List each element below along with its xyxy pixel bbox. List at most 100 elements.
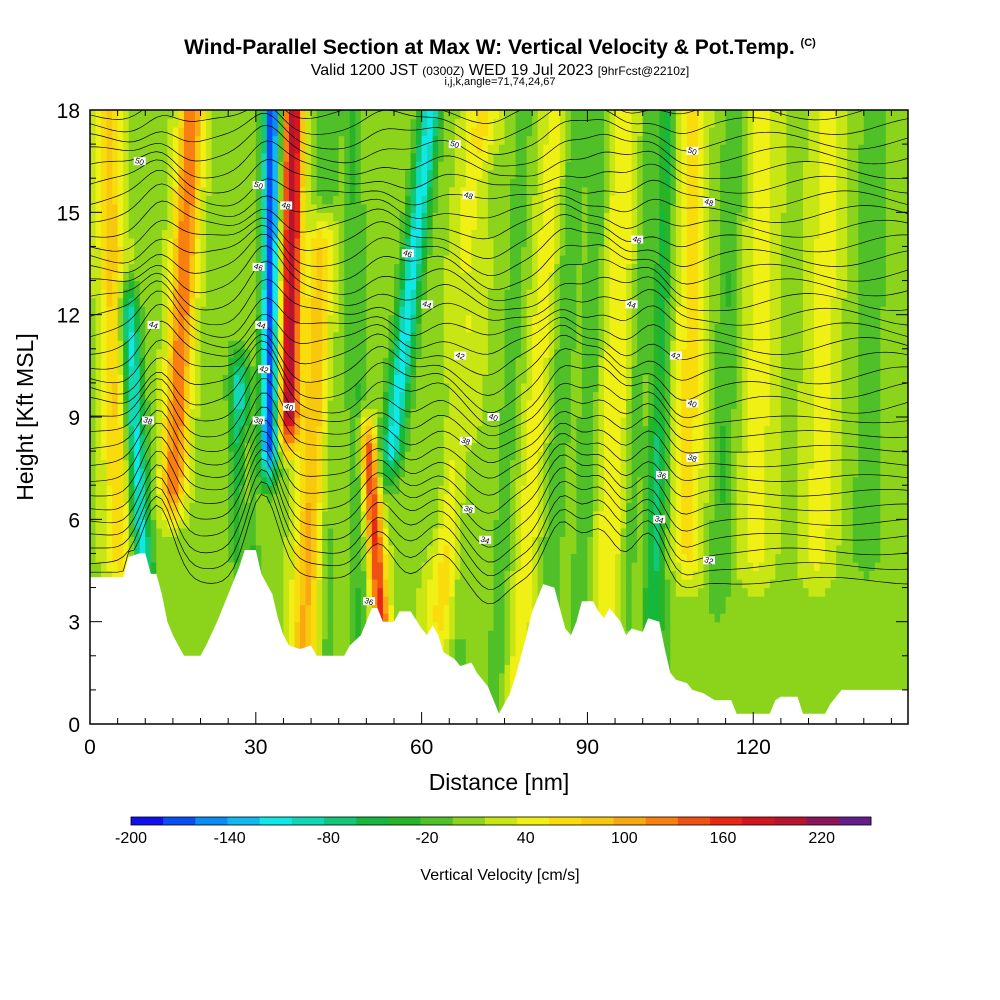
velocity-cell [449, 195, 456, 205]
velocity-cell [239, 544, 246, 555]
velocity-cell [432, 152, 439, 162]
velocity-cell [222, 118, 229, 128]
velocity-cell [239, 229, 246, 239]
velocity-cell [432, 417, 439, 427]
velocity-cell [222, 587, 229, 597]
velocity-cell [145, 536, 152, 546]
velocity-cell [178, 314, 185, 324]
velocity-cell [288, 237, 296, 248]
velocity-cell [316, 144, 323, 154]
velocity-cell [316, 118, 323, 128]
velocity-cell [134, 186, 141, 196]
velocity-cell [432, 596, 439, 606]
velocity-cell [222, 195, 229, 205]
velocity-cell [195, 382, 202, 393]
velocity-cell [322, 493, 329, 503]
velocity-cell [150, 203, 157, 213]
velocity-cell [416, 579, 423, 589]
velocity-cell [432, 408, 439, 418]
velocity-cell [283, 169, 290, 179]
velocity-cell [449, 613, 456, 623]
velocity-cell [172, 417, 180, 427]
velocity-cell [206, 553, 213, 563]
velocity-cell [101, 434, 108, 444]
velocity-cell [172, 323, 180, 333]
velocity-cell [178, 127, 185, 137]
velocity-cell [311, 314, 318, 324]
velocity-cell [161, 135, 168, 145]
velocity-cell [421, 417, 428, 427]
velocity-cell [206, 434, 213, 444]
velocity-cell [101, 570, 108, 580]
velocity-cell [200, 152, 207, 162]
velocity-cell [316, 561, 323, 572]
velocity-cell [366, 144, 373, 154]
velocity-cell [327, 229, 334, 239]
velocity-cell [311, 152, 318, 162]
velocity-cell [449, 152, 456, 162]
velocity-cell [360, 297, 367, 307]
velocity-cell [300, 519, 307, 529]
velocity-cell [327, 442, 334, 452]
velocity-cell [172, 169, 180, 179]
velocity-cell [316, 382, 323, 393]
velocity-cell [344, 604, 351, 614]
velocity-cell [349, 434, 356, 444]
velocity-cell [454, 340, 461, 350]
velocity-cell [382, 374, 390, 384]
velocity-cell [382, 246, 390, 256]
velocity-cell [344, 519, 351, 529]
velocity-cell [101, 485, 108, 495]
velocity-cell [272, 203, 279, 213]
velocity-cell [460, 604, 467, 614]
velocity-cell [360, 621, 367, 631]
velocity-cell [344, 510, 351, 520]
velocity-cell [239, 340, 246, 350]
velocity-cell [128, 152, 135, 162]
velocity-cell [288, 314, 296, 324]
velocity-cell [454, 647, 461, 657]
velocity-cell [183, 365, 191, 375]
velocity-cell [465, 323, 472, 333]
velocity-cell [438, 553, 445, 563]
velocity-cell [183, 169, 191, 179]
velocity-cell [90, 561, 97, 572]
velocity-cell [416, 289, 423, 299]
velocity-cell [322, 544, 329, 555]
velocity-cell [145, 263, 152, 273]
velocity-cell [156, 357, 163, 367]
velocity-cell [344, 144, 351, 154]
velocity-cell [189, 169, 196, 179]
velocity-cell [244, 110, 251, 120]
velocity-cell [167, 118, 174, 128]
velocity-cell [106, 561, 113, 572]
velocity-cell [427, 596, 434, 606]
velocity-cell [239, 374, 246, 384]
velocity-cell [311, 579, 318, 589]
velocity-cell [288, 374, 296, 384]
velocity-cell [454, 476, 461, 486]
velocity-cell [344, 323, 351, 333]
velocity-cell [300, 468, 307, 478]
velocity-cell [393, 604, 401, 614]
velocity-cell [189, 417, 196, 427]
velocity-cell [443, 579, 450, 589]
velocity-cell [128, 408, 135, 418]
velocity-cell [156, 152, 163, 162]
velocity-cell [438, 144, 445, 154]
velocity-cell [239, 254, 246, 265]
velocity-cell [322, 399, 329, 410]
velocity-cell [277, 365, 285, 375]
velocity-cell [139, 323, 146, 333]
velocity-cell [200, 408, 207, 418]
velocity-cell [377, 212, 384, 222]
velocity-cell [134, 272, 141, 282]
velocity-cell [156, 451, 163, 461]
velocity-cell [432, 493, 439, 503]
velocity-cell [355, 399, 362, 410]
velocity-cell [360, 587, 367, 597]
velocity-cell [327, 195, 334, 205]
velocity-cell [172, 127, 180, 137]
velocity-cell [460, 144, 467, 154]
velocity-cell [239, 468, 246, 478]
